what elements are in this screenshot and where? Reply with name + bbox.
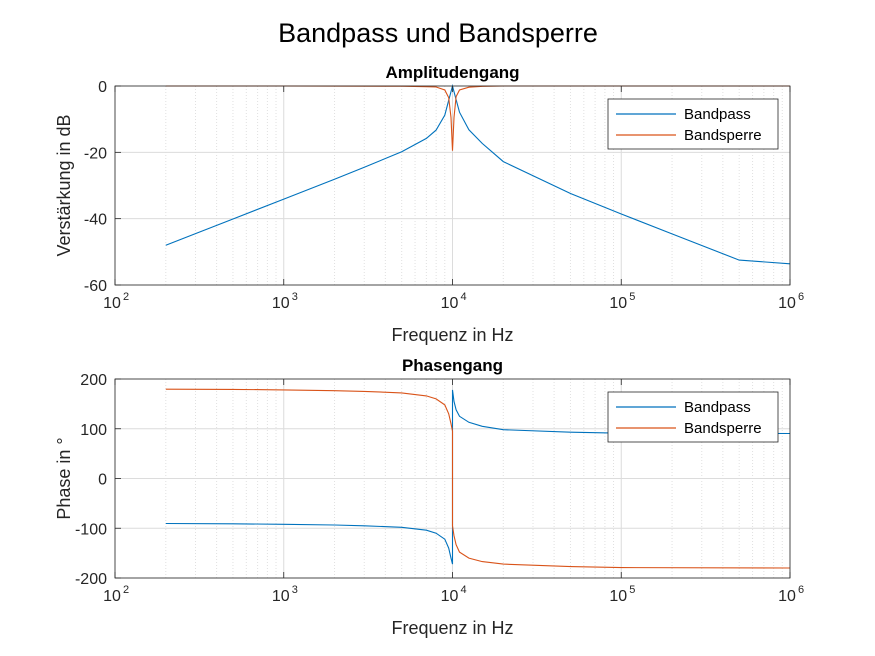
x-tick-label: 10	[441, 588, 459, 605]
legend-entry: Bandpass	[684, 399, 751, 416]
figure-title: Bandpass und Bandsperre	[278, 18, 598, 48]
x-tick-exponent: 5	[629, 291, 635, 303]
phase-plot: 10 2 10 3 10 4 10 5 10 62001000-100-200Phasengang…	[54, 356, 804, 638]
x-tick-exponent: 3	[292, 291, 298, 303]
y-tick-label: 100	[80, 422, 107, 439]
y-tick-label: -200	[75, 571, 107, 588]
legend-entry: Bandsperre	[684, 127, 762, 144]
x-tick-exponent: 2	[123, 291, 129, 303]
axes-title: Amplitudengang	[385, 63, 519, 82]
x-tick-exponent: 2	[123, 584, 129, 596]
y-tick-label: 0	[98, 472, 107, 489]
y-tick-label: -20	[84, 145, 107, 162]
legend-box	[607, 98, 779, 150]
x-tick-label: 10	[778, 588, 796, 605]
y-tick-label: 200	[80, 372, 107, 389]
x-tick-exponent: 4	[461, 291, 467, 303]
x-tick-label: 10	[103, 295, 121, 312]
legend: Bandpass Bandsperre	[607, 391, 779, 443]
x-tick-label: 10	[609, 295, 627, 312]
y-tick-label: 0	[98, 79, 107, 96]
legend-entry: Bandsperre	[684, 420, 762, 437]
x-tick-label: 10	[272, 295, 290, 312]
y-axis-label: Phase in °	[54, 437, 74, 519]
x-tick-exponent: 3	[292, 584, 298, 596]
amplitude-plot: 10 2 10 3 10 4 10 5 10 60-20-40-60AmplitudengangF…	[54, 63, 804, 345]
x-tick-label: 10	[441, 295, 459, 312]
x-tick-exponent: 6	[798, 584, 804, 596]
y-tick-label: -60	[84, 278, 107, 295]
axes-title: Phasengang	[402, 356, 503, 375]
series-line-bandpass	[165, 389, 791, 565]
series-line-bandpass	[165, 83, 791, 265]
legend-entry: Bandpass	[684, 106, 751, 123]
x-tick-exponent: 4	[461, 584, 467, 596]
legend-box	[607, 391, 779, 443]
x-tick-label: 10	[272, 588, 290, 605]
legend: Bandpass Bandsperre	[607, 98, 779, 150]
x-axis-label: Frequenz in Hz	[391, 618, 513, 638]
x-tick-label: 10	[609, 588, 627, 605]
series-line-bandsperre	[165, 388, 791, 569]
x-tick-exponent: 5	[629, 584, 635, 596]
x-tick-label: 10	[103, 588, 121, 605]
x-tick-label: 10	[778, 295, 796, 312]
y-axis-label: Verstärkung in dB	[54, 114, 74, 256]
x-axis-label: Frequenz in Hz	[391, 325, 513, 345]
y-tick-label: -40	[84, 212, 107, 229]
x-tick-exponent: 6	[798, 291, 804, 303]
y-tick-label: -100	[75, 521, 107, 538]
